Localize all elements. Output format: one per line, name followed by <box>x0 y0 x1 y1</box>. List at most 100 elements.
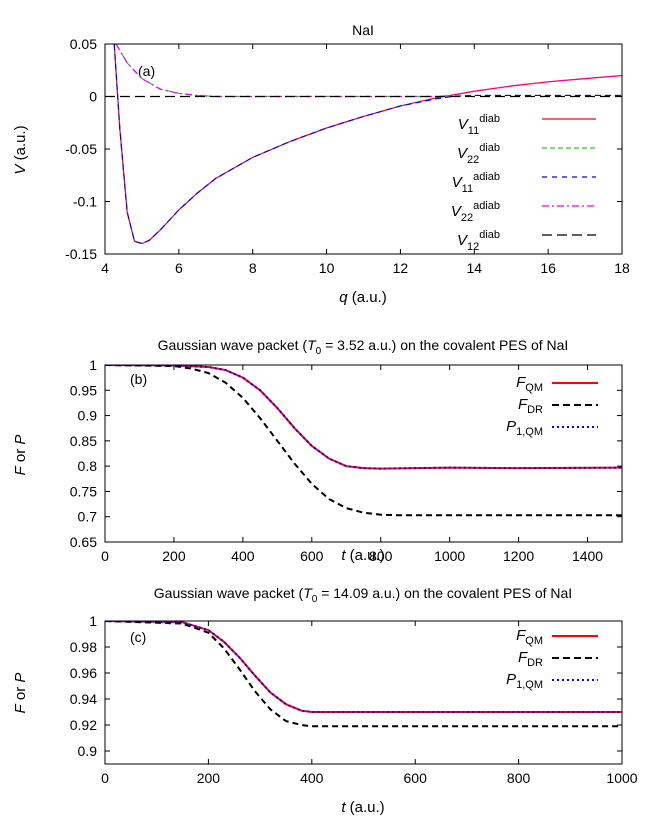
svg-text:FQM: FQM <box>516 374 543 394</box>
x-tick-label: 800 <box>507 770 531 786</box>
x-tick-label: 0 <box>101 770 109 786</box>
y-tick-label: 0.75 <box>70 483 97 499</box>
x-tick-label: 600 <box>300 548 324 564</box>
panel-b-title: Gaussian wave packet (T0 = 3.52 a.u.) on… <box>158 337 569 357</box>
panel-a-title: NaI <box>352 22 374 38</box>
legend-entry-p1qm: P1,QM <box>506 671 598 691</box>
series-line-f-qm <box>105 621 622 713</box>
svg-text:V22adiab: V22adiab <box>451 200 500 224</box>
x-tick-label: 400 <box>300 770 324 786</box>
y-tick-label: 0.95 <box>70 382 97 398</box>
panel-b-legend: FQM FDR P1,QM <box>506 374 598 438</box>
y-tick-label: 0.8 <box>78 458 98 474</box>
x-tick-label: 800 <box>369 548 393 564</box>
svg-text:P1,QM: P1,QM <box>506 671 543 691</box>
series-line-v22-adiab <box>115 44 622 98</box>
y-tick-label: 0.92 <box>70 717 97 733</box>
svg-text:FDR: FDR <box>518 649 543 669</box>
y-tick-label: 0.65 <box>70 534 97 550</box>
y-tick-label: 0.9 <box>78 743 98 759</box>
x-tick-label: 12 <box>393 260 409 276</box>
y-tick-label: -0.1 <box>73 194 97 210</box>
svg-text:P1,QM: P1,QM <box>506 418 543 438</box>
panel-c-legend: FQM FDR P1,QM <box>506 627 598 691</box>
x-tick-label: 0 <box>101 548 109 564</box>
legend-entry-fdr: FDR <box>518 649 598 669</box>
y-tick-label: 0.94 <box>70 691 97 707</box>
svg-text:V11diab: V11diab <box>458 113 500 137</box>
x-tick-label: 18 <box>614 260 630 276</box>
panel-a-ticks: 4 6 8 10 12 14 16 18 -0.15 -0.1 -0.05 0 0.05 <box>65 36 630 276</box>
panel-b: Gaussian wave packet (T0 = 3.52 a.u.) on… <box>12 337 623 564</box>
x-tick-label: 200 <box>197 770 221 786</box>
legend-entry-v22-adiab: V22adiab <box>451 200 596 224</box>
panel-c-ylabel: F or P <box>12 673 29 714</box>
svg-text:V11adiab: V11adiab <box>452 171 500 195</box>
series-line-f-dr <box>105 365 622 517</box>
panel-a-xlabel: q (a.u.) <box>339 289 387 306</box>
series-line-v11-adiab <box>113 44 622 245</box>
panel-a-frame <box>104 43 623 255</box>
x-tick-label: 600 <box>404 770 428 786</box>
panel-c-title: Gaussian wave packet (T0 = 14.09 a.u.) o… <box>154 585 572 605</box>
panel-c-ticks: 0 200 400 600 800 1000 0.9 0.92 0.94 0.96 0.98 1 <box>70 613 638 786</box>
legend-entry-v22-diab: V22diab <box>457 142 596 166</box>
y-tick-label: 0.9 <box>78 408 98 424</box>
series-line-v22-diab <box>115 44 622 98</box>
y-tick-label: 1 <box>89 613 97 629</box>
panel-a-label: (a) <box>138 63 155 79</box>
y-tick-label: 0.98 <box>70 639 97 655</box>
legend-entry-fqm: FQM <box>516 627 598 647</box>
x-tick-label: 10 <box>319 260 335 276</box>
series-line-p-1-qm <box>105 365 622 470</box>
y-tick-label: -0.05 <box>65 141 97 157</box>
legend-entry-v11-diab: V11diab <box>458 113 596 137</box>
y-tick-label: 0.96 <box>70 665 97 681</box>
x-tick-label: 200 <box>162 548 186 564</box>
panel-b-ylabel: F or P <box>12 435 29 476</box>
svg-text:V12diab: V12diab <box>457 229 500 253</box>
panel-c-lines <box>105 621 622 728</box>
y-tick-label: 1 <box>89 357 97 373</box>
x-tick-label: 8 <box>249 260 257 276</box>
y-tick-label: 0.7 <box>78 509 98 525</box>
x-tick-label: 1000 <box>434 548 465 564</box>
x-tick-label: 4 <box>101 260 109 276</box>
series-line-v11-diab <box>113 44 622 245</box>
y-tick-label: -0.15 <box>65 246 97 262</box>
legend-entry-fdr: FDR <box>518 396 598 416</box>
x-tick-label: 1000 <box>606 770 637 786</box>
legend-entry-v12-diab: V12diab <box>457 229 596 253</box>
x-tick-label: 14 <box>466 260 482 276</box>
panel-b-lines <box>105 365 622 517</box>
panel-c-label: (c) <box>130 629 146 645</box>
y-tick-label: 0 <box>89 89 97 105</box>
panel-a-lines <box>105 44 622 245</box>
panel-b-label: (b) <box>130 371 147 387</box>
svg-text:FDR: FDR <box>518 396 543 416</box>
y-tick-label: 0.85 <box>70 433 97 449</box>
x-tick-label: 400 <box>231 548 255 564</box>
legend-entry-v11-adiab: V11adiab <box>452 171 596 195</box>
panel-a-legend: V11diab V22diab V11adiab V22adiab V12dia… <box>451 113 596 253</box>
panel-b-frame <box>104 364 623 543</box>
x-tick-label: 1400 <box>572 548 603 564</box>
legend-entry-p1qm: P1,QM <box>506 418 598 438</box>
panel-b-ticks: 0 200 400 600 800 1000 1200 1400 0.65 0.7 0.75 0.8 0… <box>70 357 622 564</box>
svg-text:FQM: FQM <box>516 627 543 647</box>
x-tick-label: 1200 <box>503 548 534 564</box>
series-line-p-1-qm <box>105 621 622 713</box>
series-line-f-dr <box>105 621 622 728</box>
svg-text:V22diab: V22diab <box>457 142 500 166</box>
x-tick-label: 6 <box>175 260 183 276</box>
panel-a: NaI (a) 4 6 8 10 12 14 16 18 -0.15 -0.1 -0.05 0 0.05… <box>12 22 630 306</box>
panel-c: Gaussian wave packet (T0 = 14.09 a.u.) o… <box>12 585 638 816</box>
panel-c-xlabel: t (a.u.) <box>341 799 384 816</box>
legend-entry-fqm: FQM <box>516 374 598 394</box>
y-tick-label: 0.05 <box>70 36 97 52</box>
panel-c-frame <box>104 620 623 765</box>
x-tick-label: 16 <box>540 260 556 276</box>
series-line-f-qm <box>105 365 622 470</box>
panel-b-xlabel: t (a.u.) <box>341 547 384 564</box>
